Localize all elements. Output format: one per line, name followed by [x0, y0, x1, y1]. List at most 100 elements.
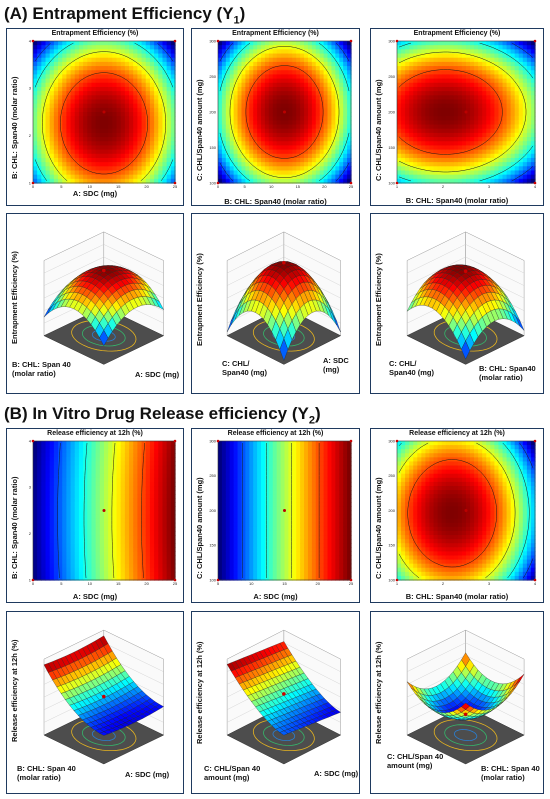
surface-plot: [226, 231, 342, 365]
heatmap-cell: [307, 91, 313, 96]
heatmap-cell: [37, 53, 42, 59]
heatmap-cell: [241, 149, 246, 155]
heatmap-cell: [87, 53, 93, 59]
heatmap-cell: [498, 128, 504, 134]
heatmap-cell: [112, 571, 118, 577]
heatmap-cell: [149, 95, 155, 101]
heatmap-cell: [425, 170, 431, 176]
heatmap-cell: [120, 498, 126, 503]
heatmap-cell: [522, 153, 528, 159]
heatmap-cell: [241, 103, 246, 109]
heatmap-cell: [37, 449, 42, 454]
heatmap-cell: [343, 157, 348, 163]
heatmap-cell: [37, 571, 42, 577]
heatmap-cell: [474, 141, 479, 147]
heatmap-cell: [120, 124, 126, 130]
heatmap-cell: [133, 107, 139, 113]
heatmap-cell: [124, 99, 130, 105]
heatmap-cell: [510, 120, 516, 126]
heatmap-cell: [276, 41, 282, 46]
y-axis-label: Entrapment Efficiency (%): [195, 253, 204, 346]
heatmap-cell: [225, 61, 231, 67]
heatmap-cell: [409, 78, 414, 84]
heatmap-cell: [74, 132, 80, 138]
heatmap-cell: [78, 132, 84, 138]
heatmap-cell: [429, 74, 435, 80]
heatmap-cell: [433, 137, 439, 142]
heatmap-cell: [237, 95, 243, 101]
heatmap-cell: [233, 137, 239, 142]
heatmap-cell: [158, 170, 164, 176]
heatmap-cell: [257, 91, 262, 96]
heatmap-cell: [409, 107, 414, 113]
heatmap-cell: [292, 153, 297, 159]
heatmap-cell: [74, 530, 80, 536]
heatmap-cell: [441, 116, 447, 121]
heatmap-cell: [494, 70, 500, 76]
heatmap-cell: [225, 174, 231, 180]
heatmap-cell: [429, 170, 435, 176]
heatmap-cell: [95, 453, 101, 458]
heatmap-cell: [120, 178, 126, 184]
heatmap-cell: [112, 498, 118, 503]
heatmap-cell: [323, 120, 329, 126]
heatmap-cell: [449, 61, 455, 67]
heatmap-cell: [104, 498, 109, 503]
heatmap-cell: [457, 116, 463, 121]
heatmap-cell: [437, 149, 443, 155]
heatmap-cell: [506, 166, 512, 172]
heatmap-cell: [145, 124, 151, 130]
heatmap-cell: [166, 166, 172, 172]
heatmap-cell: [461, 53, 467, 59]
heatmap-cell: [53, 555, 59, 561]
heatmap-cell: [514, 78, 520, 84]
heatmap-cell: [445, 174, 451, 180]
heatmap-cell: [120, 107, 126, 113]
heatmap-cell: [347, 74, 352, 80]
heatmap-cell: [53, 170, 59, 176]
heatmap-cell: [494, 45, 500, 50]
heatmap-cell: [33, 145, 38, 151]
heatmap-cell: [83, 99, 88, 105]
heatmap-cell: [530, 91, 536, 96]
heatmap-cell: [249, 86, 254, 92]
heatmap-cell: [129, 498, 134, 503]
heatmap-cell: [421, 178, 427, 184]
heatmap-cell: [510, 53, 516, 59]
heatmap-cell: [237, 145, 243, 151]
heatmap-cell: [457, 78, 463, 84]
heatmap-cell: [413, 170, 418, 176]
heatmap-cell: [498, 145, 504, 151]
heatmap-cell: [49, 132, 55, 138]
heatmap-cell: [87, 567, 93, 573]
heatmap-cell: [124, 449, 130, 454]
grid-line: [227, 244, 341, 274]
heatmap-cell: [482, 137, 487, 142]
heatmap-cell: [413, 132, 418, 138]
heatmap-cell: [514, 141, 520, 147]
heatmap-cell: [490, 99, 496, 105]
y-axis-label: C: CHL/Span40 amount (mg): [374, 79, 383, 181]
heatmap-cell: [514, 178, 520, 184]
heatmap-cell: [45, 449, 51, 454]
heatmap-cell: [441, 95, 447, 101]
heatmap-cell: [70, 86, 76, 92]
heatmap-cell: [457, 53, 463, 59]
heatmap-cell: [49, 526, 55, 532]
heatmap-cell: [99, 461, 105, 467]
heatmap-cell: [429, 107, 435, 113]
heatmap-cell: [307, 61, 313, 67]
heatmap-cell: [478, 178, 483, 184]
heatmap-cell: [112, 535, 118, 540]
heatmap-cell: [112, 41, 118, 46]
heatmap-cell: [66, 70, 72, 76]
heatmap-cell: [449, 103, 455, 109]
heatmap-cell: [245, 86, 250, 92]
heatmap-cell: [41, 95, 47, 101]
heatmap-cell: [327, 99, 333, 105]
heatmap-cell: [502, 82, 508, 88]
heatmap-cell: [466, 128, 471, 134]
heatmap-cell: [466, 174, 471, 180]
heatmap-cell: [162, 141, 168, 147]
heatmap-cell: [482, 91, 487, 96]
